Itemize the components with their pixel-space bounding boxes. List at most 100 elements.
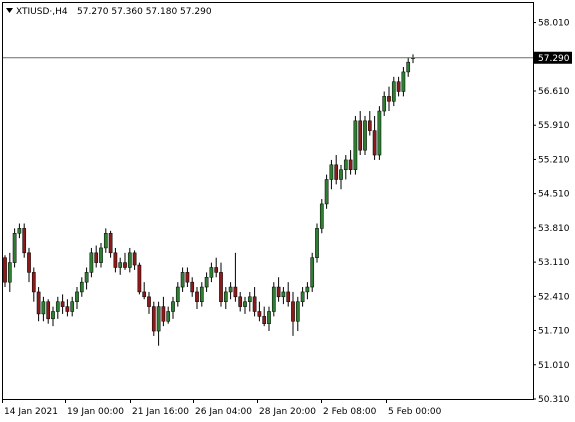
candle [387,86,391,112]
candle-body [281,291,286,298]
candle [79,277,84,297]
price-tick-label: 51.010 [538,361,570,371]
price-tick-label: 53.810 [538,224,570,234]
candle [171,296,175,319]
candle [17,223,22,239]
candle-body [171,301,175,312]
time-tick-label: 14 Jan 2021 [4,407,58,417]
candle [209,262,214,283]
ohlc-values: 57.270 57.360 57.180 57.290 [77,7,212,17]
price-tick-label: 55.210 [538,155,570,165]
candle [190,277,195,297]
candle-body [127,252,132,268]
candle-body [41,301,46,315]
candle [12,228,17,268]
candle [137,262,142,295]
candle [324,174,329,209]
candle-body [99,247,103,263]
candle-body [166,311,171,322]
candle [305,282,310,300]
candle [233,252,238,302]
candle-body [151,306,156,332]
candle-body [70,301,75,312]
candle [339,164,343,190]
candle-body [339,169,343,180]
candle [252,287,257,317]
candle-body [377,110,382,156]
candle [367,111,372,136]
candle-body [12,233,17,263]
candles-layer [3,54,415,346]
candle [195,287,199,310]
candle-body [180,272,185,288]
candle [185,267,190,288]
candle [214,257,219,278]
candle-body [310,257,315,288]
price-tick-label: 51.710 [538,327,570,337]
candle [199,282,204,307]
candle-body [204,277,209,288]
candle-body [329,164,334,180]
candle-body [214,267,219,273]
candle-body [252,296,257,312]
candle-body [233,286,238,298]
candle [228,282,233,300]
candle [382,91,387,116]
candle [36,287,41,322]
candle-body [343,159,348,170]
candle [396,76,401,97]
current-price-badge [534,51,572,64]
candle-body [363,120,367,151]
candle-body [118,262,123,268]
candle [343,155,348,180]
time-tick-label: 21 Jan 16:00 [132,407,189,417]
candle [391,76,396,107]
candle-body [358,120,363,151]
candle-body [209,267,214,278]
candle-body [65,306,70,312]
candle [22,223,27,258]
candle [75,287,79,310]
candle-body [387,96,391,102]
candle-body [406,61,411,73]
candle-body [319,203,324,229]
candle [377,106,382,160]
candle-body [286,291,291,302]
candle-body [113,252,118,268]
time-axis[interactable]: 14 Jan 2021 19 Jan 00:00 21 Jan 16:00 26 Ja… [2,399,442,417]
candle-body [79,281,84,293]
candle-body [89,252,94,273]
candle-body [147,296,151,307]
candle [291,291,295,336]
candle [267,306,271,332]
candle-body [51,311,55,320]
triangle-down-icon[interactable] [6,8,13,13]
candle-body [295,301,300,322]
price-tick-label: 52.410 [538,292,570,302]
candle [286,282,291,307]
candle [99,243,103,268]
candle-body [382,96,387,112]
candle-body [353,120,358,170]
price-tick-label: 58.010 [538,19,570,29]
candle [300,287,305,307]
candle-body [46,301,51,320]
candle [142,282,147,300]
candle-body [223,291,228,302]
price-tick-label: 55.910 [538,121,570,131]
candle-body [94,252,99,263]
candle-body [55,301,60,312]
candle-body [372,130,377,156]
candle-body [190,281,195,293]
candle [315,223,319,263]
candle [223,287,228,310]
plot-frame [2,2,534,400]
candle [334,155,339,185]
candle [151,301,156,336]
candle [3,255,7,288]
candle-body [7,262,12,283]
candle [51,306,55,327]
candle-body [391,81,396,102]
